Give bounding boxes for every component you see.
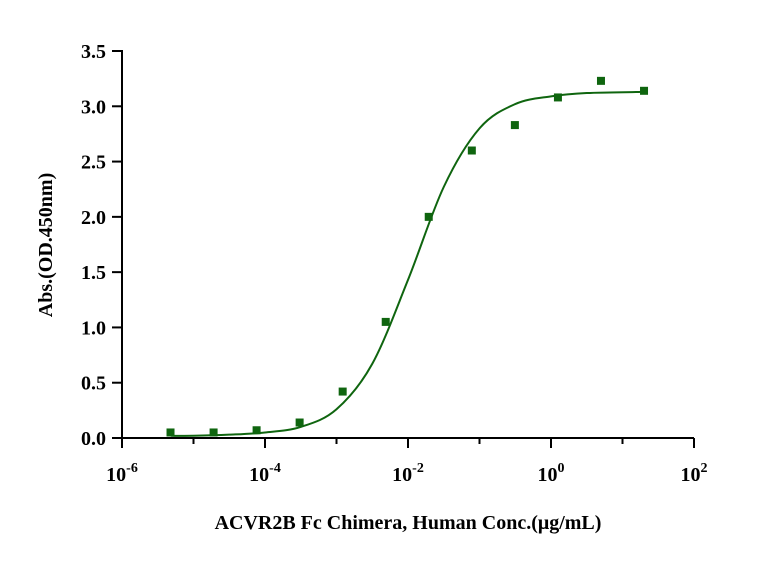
data-point: [381, 317, 390, 326]
data-point: [596, 76, 605, 85]
data-point: [467, 146, 476, 155]
x-tick-label: 100: [538, 461, 565, 486]
x-tick-label: 102: [681, 461, 708, 486]
x-tick-exponent: 0: [558, 461, 565, 476]
x-tick-exponent: 2: [701, 461, 708, 476]
x-tick-label: 10-4: [249, 461, 281, 486]
y-tick-label: 1.5: [81, 262, 106, 284]
data-point: [252, 426, 261, 435]
x-tick-label: 10-2: [392, 461, 424, 486]
fit-curve: [170, 90, 645, 437]
x-tick-exponent: -2: [412, 461, 424, 476]
data-point: [295, 418, 304, 427]
y-tick-label: 2.0: [81, 207, 106, 229]
data-point: [510, 121, 519, 130]
data-point: [424, 212, 433, 221]
x-tick-label: 10-6: [106, 461, 138, 486]
y-tick-label: 3.0: [81, 96, 106, 118]
x-tick-base: 10: [249, 464, 269, 486]
data-point: [166, 428, 175, 437]
y-axis-label: Abs.(OD.450nm): [35, 173, 57, 317]
y-tick-label: 0.5: [81, 373, 106, 395]
x-tick-base: 10: [106, 464, 126, 486]
x-tick-base: 10: [538, 464, 558, 486]
y-tick-label: 2.5: [81, 152, 106, 174]
y-tick-label: 3.5: [81, 41, 106, 63]
x-axis-label: ACVR2B Fc Chimera, Human Conc.(μg/mL): [215, 512, 602, 534]
data-point: [640, 86, 649, 95]
x-tick-base: 10: [681, 464, 701, 486]
x-tick-exponent: -6: [126, 461, 138, 476]
data-point: [209, 428, 218, 437]
y-tick-label: 1.0: [81, 317, 106, 339]
y-tick-label: 0.0: [81, 428, 106, 450]
data-point: [553, 93, 562, 102]
x-tick-exponent: -4: [269, 461, 281, 476]
data-point: [338, 387, 347, 396]
x-tick-base: 10: [392, 464, 412, 486]
